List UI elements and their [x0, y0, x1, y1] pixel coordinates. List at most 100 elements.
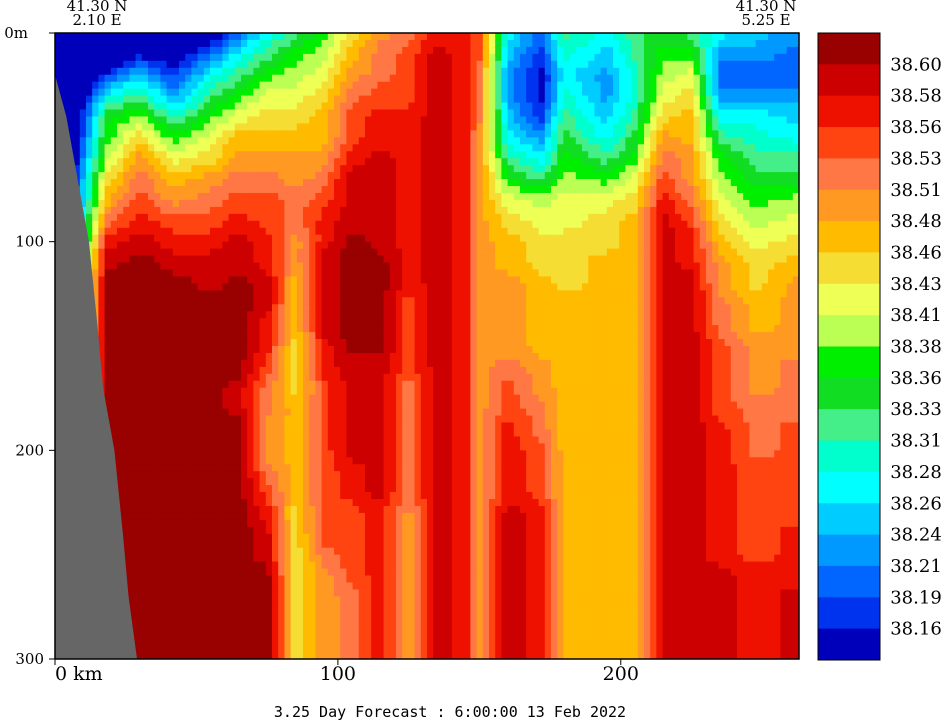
- section-cell: [290, 610, 298, 618]
- section-cell: [371, 220, 378, 229]
- section-cell: [321, 186, 329, 194]
- section-cell: [123, 109, 130, 118]
- section-cell: [86, 206, 93, 215]
- section-cell: [191, 199, 199, 208]
- section-cell: [259, 248, 267, 257]
- section-cell: [160, 401, 168, 410]
- section-cell: [340, 645, 347, 653]
- section-cell: [383, 227, 391, 236]
- section-cell: [265, 610, 273, 618]
- section-cell: [234, 192, 242, 201]
- section-cell: [284, 241, 292, 250]
- section-cell: [278, 39, 285, 48]
- section-cell: [234, 304, 242, 312]
- section-cell: [309, 109, 316, 118]
- section-cell: [296, 53, 304, 62]
- section-cell: [259, 74, 267, 83]
- section-cell: [377, 33, 385, 41]
- section-cell: [315, 33, 323, 41]
- section-cell: [210, 415, 217, 424]
- section-cell: [327, 589, 335, 597]
- section-cell: [340, 199, 347, 208]
- section-cell: [327, 464, 335, 472]
- section-cell: [321, 346, 329, 354]
- section-cell: [129, 116, 137, 125]
- section-cell: [303, 130, 310, 138]
- section-cell: [334, 241, 341, 250]
- section-cell: [371, 568, 378, 577]
- section-cell: [247, 631, 254, 639]
- section-cell: [265, 387, 273, 396]
- section-cell: [365, 547, 372, 556]
- section-cell: [327, 130, 335, 138]
- section-cell: [303, 67, 310, 76]
- section-cell: [315, 631, 323, 639]
- section-cell: [73, 67, 81, 76]
- section-cell: [290, 624, 298, 632]
- section-cell: [309, 645, 316, 653]
- section-cell: [303, 492, 310, 500]
- section-cell: [371, 401, 378, 410]
- section-cell: [148, 443, 155, 451]
- section-cell: [129, 172, 137, 180]
- section-cell: [303, 304, 310, 312]
- section-cell: [110, 227, 118, 236]
- section-cell: [371, 366, 378, 375]
- section-cell: [148, 533, 155, 542]
- section-cell: [309, 158, 316, 166]
- section-cell: [278, 547, 285, 556]
- section-cell: [396, 352, 403, 361]
- section-cell: [371, 526, 378, 535]
- section-cell: [135, 631, 143, 639]
- section-cell: [327, 512, 335, 521]
- section-cell: [352, 39, 360, 48]
- section-cell: [247, 241, 254, 250]
- section-cell: [160, 394, 168, 403]
- section-cell: [340, 422, 347, 431]
- section-cell: [272, 46, 279, 55]
- section-cell: [383, 638, 391, 646]
- section-cell: [358, 158, 366, 166]
- section-cell: [154, 130, 161, 138]
- section-cell: [272, 387, 279, 396]
- section-cell: [179, 485, 186, 493]
- section-cell: [179, 88, 186, 97]
- section-cell: [148, 199, 155, 208]
- section-cell: [222, 269, 230, 278]
- section-cell: [278, 415, 285, 424]
- section-cell: [179, 137, 186, 145]
- section-cell: [234, 220, 242, 229]
- section-cell: [129, 269, 137, 278]
- section-cell: [179, 366, 186, 375]
- section-cell: [315, 318, 323, 326]
- section-cell: [129, 380, 137, 389]
- section-cell: [148, 206, 155, 215]
- section-cell: [309, 130, 316, 138]
- section-cell: [321, 116, 329, 125]
- section-cell: [234, 471, 242, 479]
- section-cell: [216, 130, 223, 138]
- section-cell: [371, 436, 378, 444]
- section-cell: [191, 81, 199, 90]
- section-cell: [296, 519, 304, 528]
- section-cell: [303, 158, 310, 166]
- section-cell: [148, 276, 155, 284]
- section-cell: [154, 206, 161, 215]
- section-cell: [141, 645, 149, 653]
- section-cell: [296, 547, 304, 556]
- section-cell: [358, 116, 366, 125]
- section-cell: [290, 568, 298, 577]
- section-cell: [98, 33, 106, 41]
- section-cell: [259, 88, 267, 97]
- section-cell: [259, 596, 267, 604]
- section-cell: [383, 380, 391, 389]
- section-cell: [327, 297, 335, 305]
- section-cell: [141, 478, 149, 486]
- section-cell: [160, 109, 168, 118]
- section-cell: [272, 512, 279, 521]
- section-cell: [154, 60, 161, 69]
- section-cell: [396, 165, 403, 173]
- section-cell: [346, 109, 354, 118]
- section-cell: [365, 568, 372, 577]
- section-cell: [234, 415, 242, 424]
